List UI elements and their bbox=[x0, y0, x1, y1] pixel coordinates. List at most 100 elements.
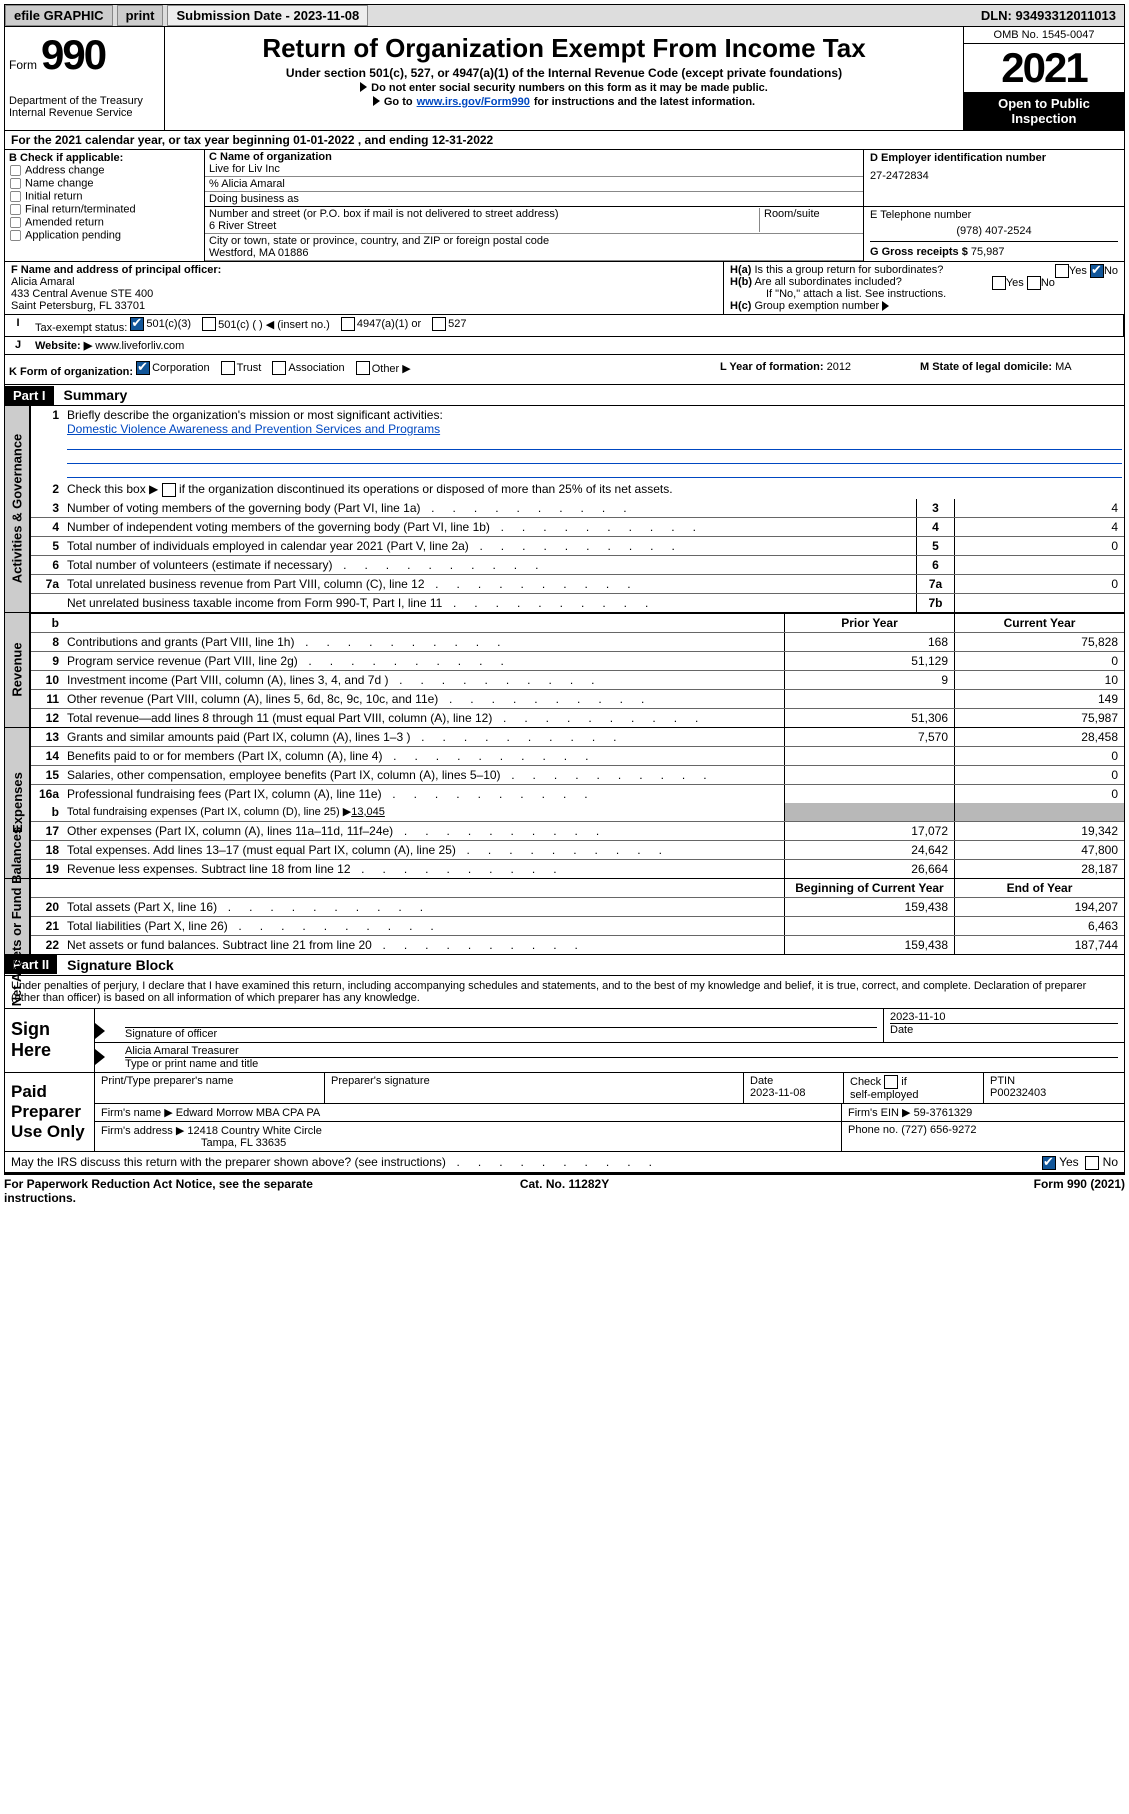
tax-year: 2021 bbox=[964, 44, 1124, 92]
discuss-no-check[interactable] bbox=[1085, 1156, 1099, 1170]
line-num: 22 bbox=[31, 936, 65, 954]
line-num: 19 bbox=[31, 860, 65, 878]
typed-label: Type or print name and title bbox=[125, 1057, 1118, 1070]
h-b-label: Are all subordinates included? bbox=[754, 276, 901, 288]
tax-exempt-label: Tax-exempt status: bbox=[35, 322, 127, 334]
prior-value: 159,438 bbox=[784, 898, 954, 916]
discuss-label: May the IRS discuss this return with the… bbox=[11, 1155, 446, 1169]
firm-ein-value: 59-3761329 bbox=[914, 1107, 973, 1119]
year-formation-label: L Year of formation: bbox=[720, 361, 824, 373]
current-value: 75,828 bbox=[954, 633, 1124, 651]
line-value: 4 bbox=[954, 499, 1124, 517]
firm-addr1: 12418 Country White Circle bbox=[187, 1125, 322, 1137]
tab-net-assets: Net Assets or Fund Balances bbox=[5, 879, 31, 954]
irs-link[interactable]: www.irs.gov/Form990 bbox=[417, 96, 530, 108]
check-other[interactable] bbox=[356, 361, 370, 375]
check-name-change[interactable]: Name change bbox=[9, 177, 200, 190]
phone-value: (727) 656-9272 bbox=[901, 1124, 976, 1136]
line-16b-label: Total fundraising expenses (Part IX, col… bbox=[67, 806, 351, 818]
h-b-yes-check[interactable] bbox=[992, 276, 1006, 290]
h-a-yes-check[interactable] bbox=[1055, 264, 1069, 278]
line-num: 16a bbox=[31, 785, 65, 803]
line-num: 14 bbox=[31, 747, 65, 765]
street-address: 6 River Street bbox=[209, 220, 276, 232]
check-application-pending[interactable]: Application pending bbox=[9, 229, 200, 242]
caret-icon bbox=[882, 301, 889, 311]
footer-form: Form 990 (2021) bbox=[751, 1177, 1125, 1205]
line-text: Total number of volunteers (estimate if … bbox=[65, 556, 916, 574]
line-value bbox=[954, 556, 1124, 574]
blank-line bbox=[67, 450, 1122, 464]
line-text: Other revenue (Part VIII, column (A), li… bbox=[65, 690, 784, 708]
check-corporation[interactable] bbox=[136, 361, 150, 375]
firm-addr-label: Firm's address ▶ bbox=[101, 1125, 184, 1137]
caret-icon bbox=[95, 1049, 105, 1065]
line-num: 4 bbox=[31, 518, 65, 536]
dept-label: Department of the Treasury Internal Reve… bbox=[9, 95, 160, 119]
line-ref: 7b bbox=[916, 594, 954, 612]
care-of: % Alicia Amaral bbox=[205, 177, 863, 192]
open-to-public-badge: Open to Public Inspection bbox=[964, 92, 1124, 130]
line-num: 10 bbox=[31, 671, 65, 689]
check-4947[interactable] bbox=[341, 317, 355, 331]
form-note-1: Do not enter social security numbers on … bbox=[371, 82, 768, 94]
box-f-label: F Name and address of principal officer: bbox=[11, 264, 221, 276]
check-trust[interactable] bbox=[221, 361, 235, 375]
part-1-header: Part I bbox=[5, 386, 54, 405]
shaded-cell bbox=[954, 803, 1124, 821]
line-text: Professional fundraising fees (Part IX, … bbox=[65, 785, 784, 803]
line-text: Number of independent voting members of … bbox=[65, 518, 916, 536]
prior-value: 51,306 bbox=[784, 709, 954, 727]
print-button[interactable]: print bbox=[117, 5, 164, 26]
box-d-label: D Employer identification number bbox=[870, 152, 1118, 164]
footer-left: For Paperwork Reduction Act Notice, see … bbox=[4, 1177, 378, 1205]
form-label: Form bbox=[9, 58, 37, 72]
h-a-no-check[interactable] bbox=[1090, 264, 1104, 278]
date-label: Date bbox=[890, 1023, 1118, 1036]
check-501c[interactable] bbox=[202, 317, 216, 331]
current-value: 47,800 bbox=[954, 841, 1124, 859]
check-501c3[interactable] bbox=[130, 317, 144, 331]
addr-label: Number and street (or P.O. box if mail i… bbox=[209, 208, 559, 220]
line-value bbox=[954, 594, 1124, 612]
discuss-yes-check[interactable] bbox=[1042, 1156, 1056, 1170]
note2-post: for instructions and the latest informat… bbox=[534, 96, 755, 108]
city-state-zip: Westford, MA 01886 bbox=[209, 247, 308, 259]
prior-value: 17,072 bbox=[784, 822, 954, 840]
footer-cat-no: Cat. No. 11282Y bbox=[378, 1177, 752, 1205]
line-text: Other expenses (Part IX, column (A), lin… bbox=[65, 822, 784, 840]
row-j-letter: J bbox=[5, 337, 31, 354]
check-address-change[interactable]: Address change bbox=[9, 164, 200, 177]
check-527[interactable] bbox=[432, 317, 446, 331]
firm-name: Edward Morrow MBA CPA PA bbox=[176, 1107, 320, 1119]
form-number: 990 bbox=[41, 31, 105, 79]
sig-officer-label: Signature of officer bbox=[125, 1027, 877, 1040]
ptin-label: PTIN bbox=[990, 1075, 1015, 1087]
current-value: 149 bbox=[954, 690, 1124, 708]
check-association[interactable] bbox=[272, 361, 286, 375]
check-self-employed[interactable] bbox=[884, 1075, 898, 1089]
form-subtitle: Under section 501(c), 527, or 4947(a)(1)… bbox=[171, 66, 957, 80]
col-current-year: Current Year bbox=[954, 614, 1124, 632]
shaded-cell bbox=[784, 803, 954, 821]
line-ref: 6 bbox=[916, 556, 954, 574]
line-value: 0 bbox=[954, 575, 1124, 593]
line-a-tax-year: For the 2021 calendar year, or tax year … bbox=[5, 131, 1124, 150]
line-text: Total number of individuals employed in … bbox=[65, 537, 916, 555]
check-discontinued[interactable] bbox=[162, 483, 176, 497]
line-num: 7a bbox=[31, 575, 65, 593]
line-num: 20 bbox=[31, 898, 65, 916]
caret-icon bbox=[373, 96, 380, 106]
current-value: 0 bbox=[954, 652, 1124, 670]
line-value: 0 bbox=[954, 537, 1124, 555]
box-c-name-label: C Name of organization bbox=[209, 151, 332, 163]
line-ref: 7a bbox=[916, 575, 954, 593]
check-amended-return[interactable]: Amended return bbox=[9, 216, 200, 229]
prep-date-label: Date bbox=[750, 1075, 773, 1087]
check-final-return[interactable]: Final return/terminated bbox=[9, 203, 200, 216]
line-text: Number of voting members of the governin… bbox=[65, 499, 916, 517]
h-b-no-check[interactable] bbox=[1027, 276, 1041, 290]
check-initial-return[interactable]: Initial return bbox=[9, 190, 200, 203]
prior-value bbox=[784, 690, 954, 708]
telephone-value: (978) 407-2524 bbox=[870, 225, 1118, 237]
